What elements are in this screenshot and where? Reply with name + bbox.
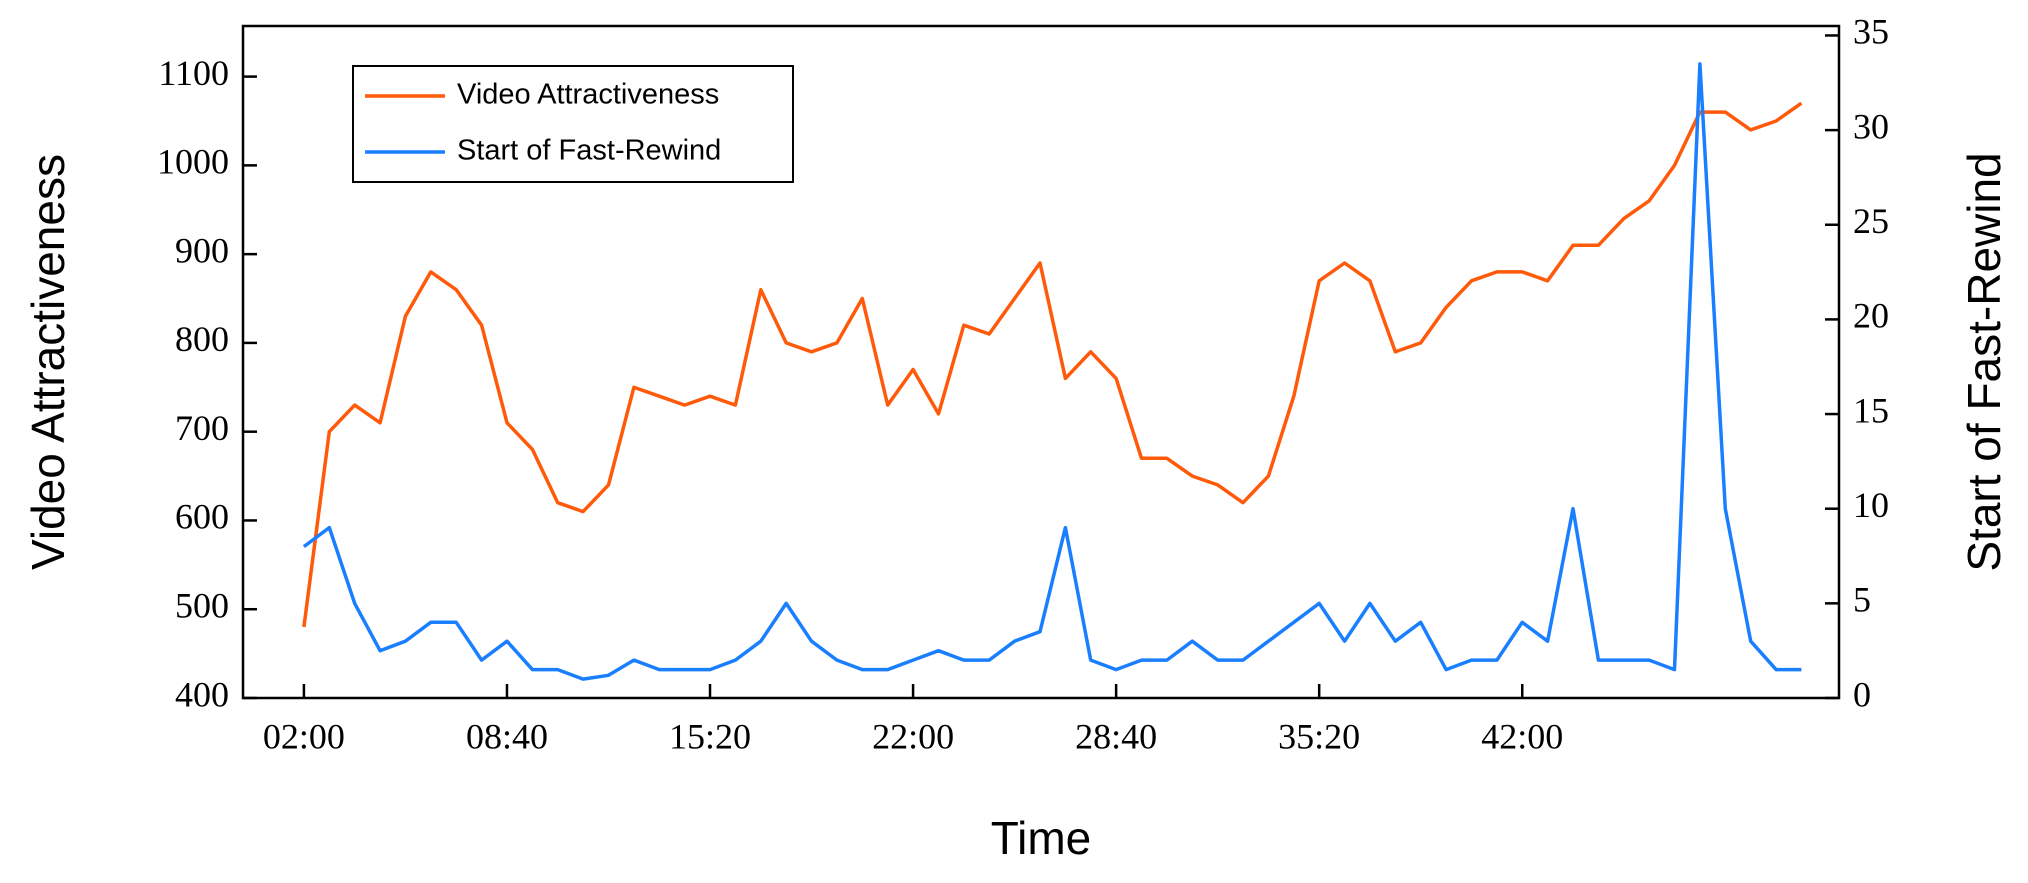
legend-label: Start of Fast-Rewind bbox=[457, 135, 721, 167]
y2-tick-label: 30 bbox=[1853, 106, 1889, 146]
x-tick-label: 28:40 bbox=[1075, 716, 1157, 756]
y2-tick-label: 25 bbox=[1853, 201, 1889, 241]
y2-tick-label: 5 bbox=[1853, 580, 1871, 620]
y2-tick-label: 15 bbox=[1853, 390, 1889, 430]
x-tick-label: 35:20 bbox=[1278, 716, 1360, 756]
y-tick-label: 1100 bbox=[158, 53, 229, 93]
y2-tick-label: 20 bbox=[1853, 296, 1889, 336]
x-tick-label: 15:20 bbox=[669, 716, 751, 756]
x-tick-label: 42:00 bbox=[1481, 716, 1563, 756]
x-tick-label: 08:40 bbox=[466, 716, 548, 756]
y-tick-label: 800 bbox=[175, 319, 229, 359]
y-axis-title: Video Attractiveness bbox=[22, 154, 74, 570]
y2-tick-label: 10 bbox=[1853, 485, 1889, 525]
y-tick-label: 1000 bbox=[157, 142, 229, 182]
plot-frame bbox=[241, 24, 1841, 700]
legend-box bbox=[352, 65, 794, 183]
legend-label: Video Attractiveness bbox=[457, 79, 719, 111]
y-tick-label: 600 bbox=[175, 497, 229, 537]
y-tick-label: 500 bbox=[175, 585, 229, 625]
y2-tick-label: 0 bbox=[1853, 674, 1871, 714]
x-tick-label: 02:00 bbox=[263, 716, 345, 756]
x-tick-label: 22:00 bbox=[872, 716, 954, 756]
y2-axis-title: Start of Fast-Rewind bbox=[1958, 152, 2010, 571]
series-line bbox=[302, 62, 1802, 681]
legend: Video Attractiveness Start of Fast-Rewind bbox=[352, 65, 794, 183]
y-tick-label: 400 bbox=[175, 674, 229, 714]
series-line bbox=[302, 101, 1803, 628]
y-tick-label: 900 bbox=[175, 230, 229, 270]
y2-tick-label: 35 bbox=[1853, 12, 1889, 52]
x-axis-title: Time bbox=[991, 812, 1092, 864]
y-tick-label: 700 bbox=[175, 408, 229, 448]
